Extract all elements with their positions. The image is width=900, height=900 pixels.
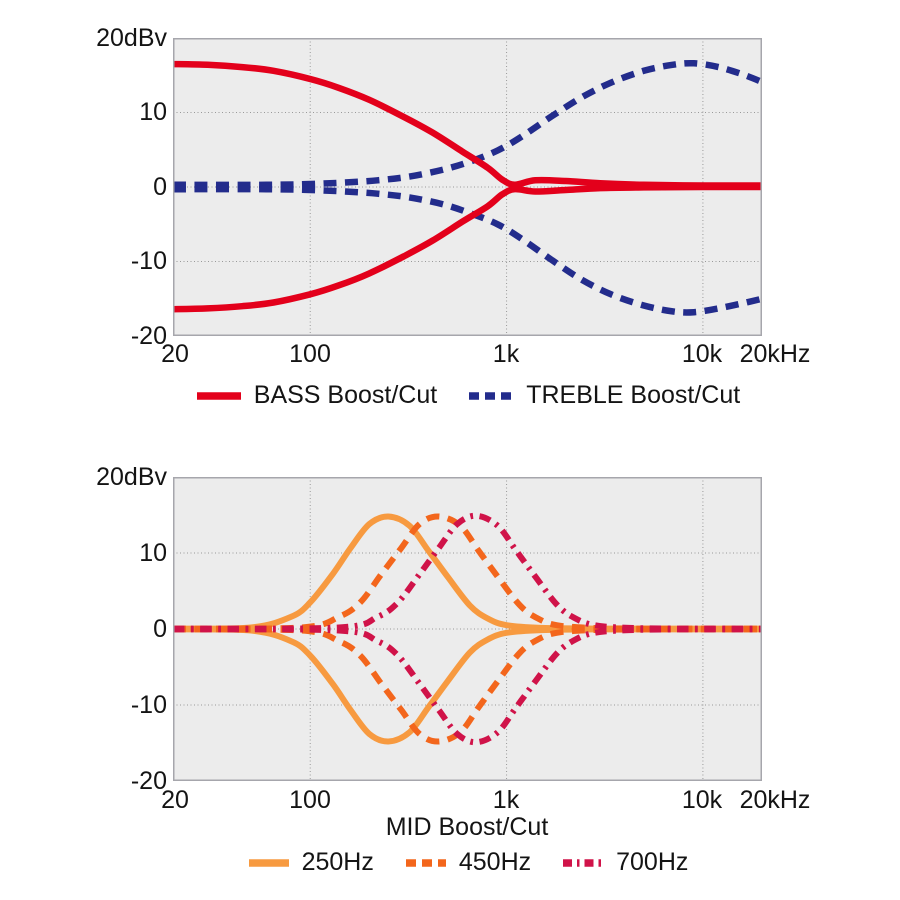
x-tick-20: 20 (161, 340, 189, 368)
x-tick-100-2: 100 (289, 786, 331, 814)
y-tick-neg10-2: -10 (130, 691, 167, 719)
x-tick-20-2: 20 (161, 786, 189, 814)
y-axis-unit-label-2: 20dBv (96, 463, 167, 491)
freq-450-line-swatch-icon (405, 858, 446, 867)
y-tick-0: 0 (153, 173, 167, 201)
freq-700-line-swatch-icon (563, 858, 604, 867)
y-tick-10: 10 (139, 98, 167, 126)
legend-item-bass: BASS Boost/Cut (195, 381, 437, 410)
y-tick-0-2: 0 (153, 615, 167, 643)
legend-label-treble: TREBLE Boost/Cut (526, 381, 741, 409)
mid-axis-title: MID Boost/Cut (385, 813, 549, 841)
tone-plot-area (173, 38, 762, 336)
tone-legend: BASS Boost/Cut TREBLE Boost/Cut (173, 381, 762, 410)
x-tick-10k-2: 10k (681, 786, 723, 814)
y-axis-unit-label: 20dBv (96, 24, 167, 52)
y-tick-neg20: -20 (130, 322, 167, 350)
mid-plot-area (173, 477, 762, 781)
treble-line-swatch-icon (469, 391, 514, 400)
x-tick-20khz-2: 20kHz (739, 786, 811, 814)
x-tick-1k: 1k (492, 340, 520, 368)
freq-250-line-swatch-icon (248, 858, 289, 867)
x-tick-1k-2: 1k (492, 786, 520, 814)
legend-label-450hz: 450Hz (458, 848, 532, 876)
legend-item-450hz: 450Hz (404, 848, 531, 877)
legend-item-treble: TREBLE Boost/Cut (467, 381, 740, 410)
x-tick-10k: 10k (681, 340, 723, 368)
y-tick-neg10: -10 (130, 247, 167, 275)
legend-label-700hz: 700Hz (616, 848, 689, 876)
y-tick-neg20-2: -20 (130, 767, 167, 795)
legend-item-250hz: 250Hz (247, 848, 374, 877)
legend-item-700hz: 700Hz (561, 848, 688, 877)
mid-legend: 250Hz 450Hz 700Hz (173, 848, 762, 877)
y-tick-10-2: 10 (139, 539, 167, 567)
legend-label-250hz: 250Hz (301, 848, 374, 876)
bass-line-swatch-icon (196, 391, 241, 400)
legend-label-bass: BASS Boost/Cut (253, 381, 438, 409)
x-tick-100: 100 (289, 340, 331, 368)
x-tick-20khz: 20kHz (739, 340, 811, 368)
